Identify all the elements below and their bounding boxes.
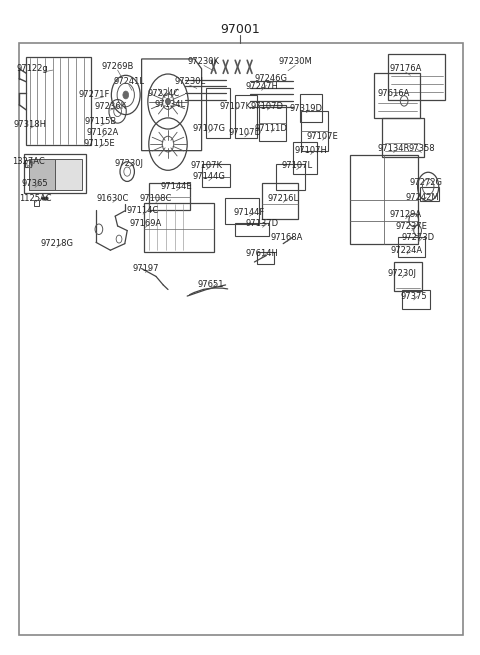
Text: 97230J: 97230J: [388, 269, 417, 278]
Text: 97108C: 97108C: [140, 194, 172, 203]
Text: 97107H: 97107H: [294, 146, 327, 155]
Bar: [262, 183, 298, 219]
Bar: [398, 237, 425, 257]
Bar: [144, 203, 214, 252]
Bar: [420, 187, 439, 201]
Text: 97134L: 97134L: [155, 100, 186, 109]
Bar: [235, 95, 257, 138]
Text: 97115E: 97115E: [84, 139, 115, 148]
Bar: [382, 118, 424, 157]
Text: 97107D: 97107D: [251, 102, 284, 111]
Text: 97236K: 97236K: [95, 102, 126, 111]
Text: 97651: 97651: [198, 280, 225, 289]
Text: 97237E: 97237E: [396, 222, 428, 231]
Text: 91630C: 91630C: [96, 194, 129, 203]
Text: 97318H: 97318H: [14, 120, 47, 129]
Bar: [350, 155, 418, 244]
Text: 97144E: 97144E: [161, 182, 192, 191]
Text: 97001: 97001: [220, 23, 260, 36]
Bar: [374, 73, 420, 118]
Text: 97247H: 97247H: [245, 82, 278, 91]
Text: 97176A: 97176A: [389, 64, 422, 73]
Text: 97134R: 97134R: [377, 144, 410, 153]
Text: 97616A: 97616A: [377, 88, 410, 98]
Text: 97115B: 97115B: [84, 117, 117, 126]
Bar: [26, 57, 91, 145]
Text: 97218G: 97218G: [40, 239, 73, 248]
Bar: [388, 54, 445, 100]
Text: 97111D: 97111D: [255, 124, 288, 133]
Text: 97230J: 97230J: [114, 159, 143, 168]
Text: 97168A: 97168A: [271, 233, 303, 242]
Text: 97224C: 97224C: [147, 88, 180, 98]
Bar: [29, 159, 55, 190]
Bar: [29, 159, 82, 190]
Bar: [276, 164, 305, 190]
Text: 97169A: 97169A: [129, 219, 162, 228]
Text: 97107E: 97107E: [307, 132, 338, 141]
Text: 97614H: 97614H: [245, 249, 278, 258]
Text: 1327AC: 1327AC: [12, 157, 45, 166]
Text: 97162A: 97162A: [86, 128, 119, 138]
Text: 97375: 97375: [400, 291, 427, 301]
Bar: [149, 183, 190, 210]
Text: 97107K: 97107K: [191, 161, 222, 170]
Bar: [394, 262, 422, 291]
Text: 97107K: 97107K: [219, 102, 251, 111]
Text: 1125AC: 1125AC: [19, 194, 51, 203]
Text: 97319D: 97319D: [290, 104, 323, 113]
Text: 97137D: 97137D: [246, 219, 279, 228]
Text: 97358: 97358: [408, 144, 435, 153]
Bar: [202, 164, 230, 187]
Text: 97216L: 97216L: [268, 194, 299, 203]
Bar: [34, 200, 39, 206]
Text: 97273D: 97273D: [402, 233, 435, 242]
Text: 97144G: 97144G: [192, 172, 225, 181]
Text: 97241L: 97241L: [113, 77, 144, 86]
Text: 97107D: 97107D: [228, 128, 261, 138]
Bar: [402, 290, 430, 309]
Text: 97246G: 97246G: [255, 74, 288, 83]
Bar: [293, 142, 317, 174]
Text: 97365: 97365: [22, 179, 48, 188]
Bar: [24, 154, 86, 193]
Text: 97197: 97197: [132, 264, 159, 273]
Text: 97230K: 97230K: [188, 57, 220, 66]
Text: 97271F: 97271F: [79, 90, 110, 100]
Text: 97272G: 97272G: [410, 178, 443, 187]
Text: 97122g: 97122g: [17, 64, 48, 73]
Text: 97224A: 97224A: [391, 246, 423, 255]
Bar: [206, 88, 230, 138]
Bar: [300, 94, 322, 122]
Bar: [259, 105, 286, 141]
Bar: [25, 160, 31, 167]
Text: 97242M: 97242M: [406, 193, 439, 202]
Text: 97107L: 97107L: [281, 161, 312, 170]
Text: 97230M: 97230M: [278, 57, 312, 66]
Bar: [235, 223, 269, 236]
Text: 97107G: 97107G: [192, 124, 225, 133]
Circle shape: [123, 91, 129, 99]
Text: 97129A: 97129A: [390, 210, 421, 219]
Text: 97114C: 97114C: [127, 206, 159, 215]
Text: 97230L: 97230L: [174, 77, 205, 86]
Bar: [301, 111, 328, 151]
Bar: [225, 198, 259, 224]
Text: 97269B: 97269B: [101, 62, 134, 71]
Text: 97144F: 97144F: [234, 208, 265, 217]
Circle shape: [166, 98, 170, 105]
Bar: [257, 252, 274, 264]
